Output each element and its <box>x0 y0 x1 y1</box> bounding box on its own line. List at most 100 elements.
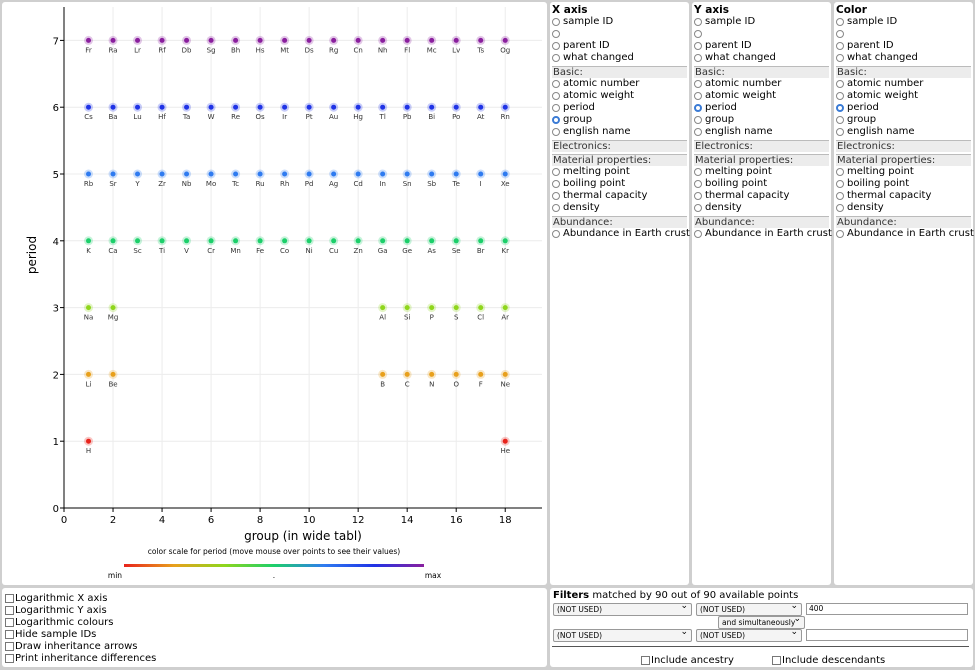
option-checkbox-box[interactable] <box>5 641 14 651</box>
x-option-radio[interactable] <box>552 168 560 176</box>
y-option[interactable]: period <box>694 102 831 114</box>
c-option[interactable]: what changed <box>836 52 973 64</box>
y-option-radio[interactable] <box>694 80 702 88</box>
x-option-radio[interactable] <box>552 104 560 112</box>
x-option-radio[interactable] <box>552 80 560 88</box>
y-option-radio[interactable] <box>694 230 702 238</box>
x-option-radio[interactable] <box>552 92 560 100</box>
y-option-radio[interactable] <box>694 128 702 136</box>
y-option-radio[interactable] <box>694 192 702 200</box>
c-option[interactable]: thermal capacity <box>836 190 973 202</box>
x-option-radio[interactable] <box>552 128 560 136</box>
c-option-radio[interactable] <box>836 204 844 212</box>
option-checkbox[interactable]: Print inheritance differences <box>5 652 547 664</box>
c-option-radio[interactable] <box>836 168 844 176</box>
y-option[interactable]: Abundance in Earth crust <box>694 228 832 240</box>
x-option[interactable]: period <box>552 102 689 114</box>
y-option[interactable]: sample ID <box>694 16 831 28</box>
x-option-radio[interactable] <box>552 230 560 238</box>
c-option-radio[interactable] <box>836 54 844 62</box>
x-option[interactable]: density <box>552 202 689 214</box>
c-option[interactable]: period <box>836 102 973 114</box>
y-option-radio[interactable] <box>694 30 702 38</box>
y-option[interactable]: atomic number <box>694 78 831 90</box>
y-option[interactable]: thermal capacity <box>694 190 831 202</box>
x-option-radio[interactable] <box>552 192 560 200</box>
c-option-radio[interactable] <box>836 230 844 238</box>
x-option[interactable]: group <box>552 114 689 126</box>
option-checkbox-box[interactable] <box>5 605 14 615</box>
c-option-radio[interactable] <box>836 180 844 188</box>
y-option-radio[interactable] <box>694 180 702 188</box>
x-option-radio[interactable] <box>552 30 560 38</box>
c-option-radio[interactable] <box>836 116 844 124</box>
option-checkbox[interactable]: Hide sample IDs <box>5 628 547 640</box>
x-option-radio[interactable] <box>552 42 560 50</box>
c-option[interactable] <box>836 28 973 40</box>
c-option-radio[interactable] <box>836 18 844 26</box>
c-option[interactable]: sample ID <box>836 16 973 28</box>
c-option-radio[interactable] <box>836 80 844 88</box>
filter1-operator-select[interactable]: (NOT USED) <box>696 603 802 616</box>
y-option-radio[interactable] <box>694 92 702 100</box>
include-ancestry-box[interactable] <box>641 655 650 665</box>
x-option[interactable]: parent ID <box>552 40 689 52</box>
x-option-radio[interactable] <box>552 180 560 188</box>
c-option[interactable]: atomic weight <box>836 90 973 102</box>
x-option[interactable]: sample ID <box>552 16 689 28</box>
x-option[interactable] <box>552 28 689 40</box>
x-option[interactable]: english name <box>552 126 689 138</box>
option-checkbox[interactable]: Draw inheritance arrows <box>5 640 547 652</box>
c-option-radio[interactable] <box>836 42 844 50</box>
y-option[interactable]: parent ID <box>694 40 831 52</box>
filter2-value-input[interactable] <box>806 629 968 641</box>
y-option-radio[interactable] <box>694 168 702 176</box>
x-option[interactable]: melting point <box>552 166 689 178</box>
y-option[interactable]: density <box>694 202 831 214</box>
include-descendants-box[interactable] <box>772 655 781 665</box>
c-option[interactable]: melting point <box>836 166 973 178</box>
x-option-radio[interactable] <box>552 18 560 26</box>
y-option-radio[interactable] <box>694 54 702 62</box>
c-option-radio[interactable] <box>836 128 844 136</box>
x-option[interactable]: boiling point <box>552 178 689 190</box>
x-option-radio[interactable] <box>552 116 560 124</box>
filter-combinator-select[interactable]: and simultaneously <box>718 616 805 629</box>
option-checkbox[interactable]: Logarithmic X axis <box>5 592 547 604</box>
y-option-radio[interactable] <box>694 204 702 212</box>
x-option-radio[interactable] <box>552 54 560 62</box>
c-option-radio[interactable] <box>836 192 844 200</box>
option-checkbox-box[interactable] <box>5 629 14 639</box>
c-option[interactable]: group <box>836 114 973 126</box>
y-option[interactable]: melting point <box>694 166 831 178</box>
x-option[interactable]: atomic weight <box>552 90 689 102</box>
option-checkbox-box[interactable] <box>5 617 14 627</box>
filter1-value-input[interactable]: 400 <box>806 603 968 615</box>
filter2-operator-select[interactable]: (NOT USED) <box>696 629 802 642</box>
y-option[interactable]: boiling point <box>694 178 831 190</box>
x-option[interactable]: thermal capacity <box>552 190 689 202</box>
c-option[interactable]: density <box>836 202 973 214</box>
y-option-radio[interactable] <box>694 116 702 124</box>
y-option[interactable]: group <box>694 114 831 126</box>
include-descendants-checkbox[interactable]: Include descendants <box>772 654 885 666</box>
y-option[interactable] <box>694 28 831 40</box>
c-option-radio[interactable] <box>836 30 844 38</box>
c-option[interactable]: boiling point <box>836 178 973 190</box>
x-option[interactable]: Abundance in Earth crust <box>552 228 690 240</box>
x-option[interactable]: atomic number <box>552 78 689 90</box>
filter2-field-select[interactable]: (NOT USED) <box>553 629 692 642</box>
y-option-radio[interactable] <box>694 104 702 112</box>
c-option[interactable]: english name <box>836 126 973 138</box>
option-checkbox[interactable]: Logarithmic colours <box>5 616 547 628</box>
include-ancestry-checkbox[interactable]: Include ancestry <box>641 654 734 666</box>
x-option-radio[interactable] <box>552 204 560 212</box>
c-option-radio[interactable] <box>836 92 844 100</box>
option-checkbox-box[interactable] <box>5 653 14 663</box>
y-option-radio[interactable] <box>694 42 702 50</box>
filter1-field-select[interactable]: (NOT USED) <box>553 603 692 616</box>
option-checkbox-box[interactable] <box>5 593 14 603</box>
x-option[interactable]: what changed <box>552 52 689 64</box>
c-option[interactable]: atomic number <box>836 78 973 90</box>
y-option-radio[interactable] <box>694 18 702 26</box>
